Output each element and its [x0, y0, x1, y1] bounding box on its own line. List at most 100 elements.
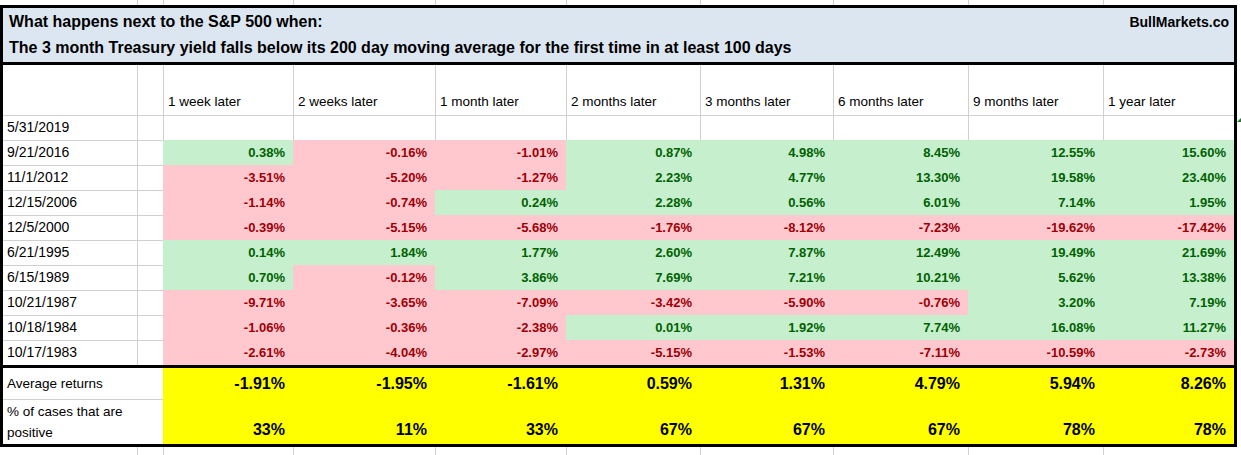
spreadsheet-table: What happens next to the S&P 500 when: B… — [0, 0, 1241, 455]
return-cell: -5.20% — [293, 165, 435, 190]
average-return-cell: 1.31% — [700, 368, 833, 399]
percent-positive-cell: 67% — [833, 399, 968, 444]
row-date: 6/21/1995 — [3, 240, 163, 265]
return-cell: -5.15% — [293, 215, 435, 240]
return-cell: 13.38% — [1103, 265, 1234, 290]
table-border-top — [0, 5, 1237, 8]
percent-positive-cell: 78% — [968, 399, 1103, 444]
return-cell: 12.55% — [968, 140, 1103, 165]
return-cell: 23.40% — [1103, 165, 1234, 190]
row-date: 11/1/2012 — [3, 165, 163, 190]
return-cell: 0.38% — [163, 140, 293, 165]
return-cell: -7.11% — [833, 340, 968, 365]
return-cell: 4.77% — [700, 165, 833, 190]
return-cell: -0.12% — [293, 265, 435, 290]
return-cell — [566, 115, 700, 140]
return-cell: 8.45% — [833, 140, 968, 165]
return-cell: -2.38% — [435, 315, 566, 340]
return-cell: -3.51% — [163, 165, 293, 190]
average-return-cell: 0.59% — [566, 368, 700, 399]
return-cell: -4.04% — [293, 340, 435, 365]
return-cell: 7.19% — [1103, 290, 1234, 315]
gridline — [163, 447, 164, 455]
return-cell: 19.49% — [968, 240, 1103, 265]
title-border-bottom — [0, 62, 1237, 65]
row-date: 12/15/2006 — [3, 190, 163, 215]
return-cell: -7.23% — [833, 215, 968, 240]
return-cell: -0.74% — [293, 190, 435, 215]
return-cell: 7.87% — [700, 240, 833, 265]
average-return-cell: -1.61% — [435, 368, 566, 399]
return-cell — [293, 115, 435, 140]
percent-positive-cell: 67% — [700, 399, 833, 444]
page-title: What happens next to the S&P 500 when: — [3, 13, 323, 31]
return-cell: 0.56% — [700, 190, 833, 215]
return-cell: 5.62% — [968, 265, 1103, 290]
row-date: 10/21/1987 — [3, 290, 163, 315]
return-cell: -5.68% — [435, 215, 566, 240]
return-cell: -0.16% — [293, 140, 435, 165]
percent-positive-cell: 78% — [1103, 399, 1234, 444]
return-cell: 19.58% — [968, 165, 1103, 190]
return-cell: -1.76% — [566, 215, 700, 240]
return-cell: 0.87% — [566, 140, 700, 165]
return-cell: 1.92% — [700, 315, 833, 340]
return-cell: 4.98% — [700, 140, 833, 165]
return-cell: 2.28% — [566, 190, 700, 215]
row-date: 6/15/1989 — [3, 265, 163, 290]
return-cell: -0.76% — [833, 290, 968, 315]
return-cell: 6.01% — [833, 190, 968, 215]
return-cell: -0.39% — [163, 215, 293, 240]
percent-positive-label: % of cases that are positive — [3, 399, 161, 444]
return-cell — [700, 115, 833, 140]
column-header: 1 month later — [435, 65, 566, 115]
return-cell: 3.20% — [968, 290, 1103, 315]
percent-positive-cell: 67% — [566, 399, 700, 444]
return-cell: -3.65% — [293, 290, 435, 315]
return-cell: -1.53% — [700, 340, 833, 365]
percent-positive-cell: 11% — [293, 399, 435, 444]
row-date: 5/31/2019 — [3, 115, 163, 140]
column-header: 6 months later — [833, 65, 968, 115]
return-cell — [435, 115, 566, 140]
average-returns-label: Average returns — [3, 368, 163, 399]
return-cell: 12.49% — [833, 240, 968, 265]
return-cell: 7.14% — [968, 190, 1103, 215]
gridline — [137, 447, 138, 455]
average-return-cell: 4.79% — [833, 368, 968, 399]
return-cell: 1.84% — [293, 240, 435, 265]
corner-wedge-icon — [1237, 114, 1241, 122]
return-cell: 3.86% — [435, 265, 566, 290]
gridline — [566, 447, 567, 455]
return-cell: 10.21% — [833, 265, 968, 290]
gridline — [293, 447, 294, 455]
row-date: 9/21/2016 — [3, 140, 163, 165]
return-cell — [968, 115, 1103, 140]
return-cell: -0.36% — [293, 315, 435, 340]
gridline — [700, 447, 701, 455]
return-cell: 1.77% — [435, 240, 566, 265]
table-border-right — [1234, 5, 1237, 447]
column-header: 2 months later — [566, 65, 700, 115]
column-header: 1 week later — [163, 65, 293, 115]
return-cell: -1.14% — [163, 190, 293, 215]
return-cell: 2.60% — [566, 240, 700, 265]
return-cell: 0.14% — [163, 240, 293, 265]
return-cell: -17.42% — [1103, 215, 1234, 240]
return-cell: 0.01% — [566, 315, 700, 340]
return-cell: 21.69% — [1103, 240, 1234, 265]
return-cell: 2.23% — [566, 165, 700, 190]
percent-positive-cell: 33% — [163, 399, 293, 444]
return-cell: 0.24% — [435, 190, 566, 215]
row-date: 10/17/1983 — [3, 340, 163, 365]
column-header: 2 weeks later — [293, 65, 435, 115]
average-return-cell: 8.26% — [1103, 368, 1234, 399]
return-cell: -3.42% — [566, 290, 700, 315]
return-cell: -8.12% — [700, 215, 833, 240]
average-return-cell: -1.95% — [293, 368, 435, 399]
return-cell: 1.95% — [1103, 190, 1234, 215]
return-cell — [1103, 115, 1234, 140]
average-return-cell: -1.91% — [163, 368, 293, 399]
gridline — [968, 447, 969, 455]
average-return-cell: 5.94% — [968, 368, 1103, 399]
